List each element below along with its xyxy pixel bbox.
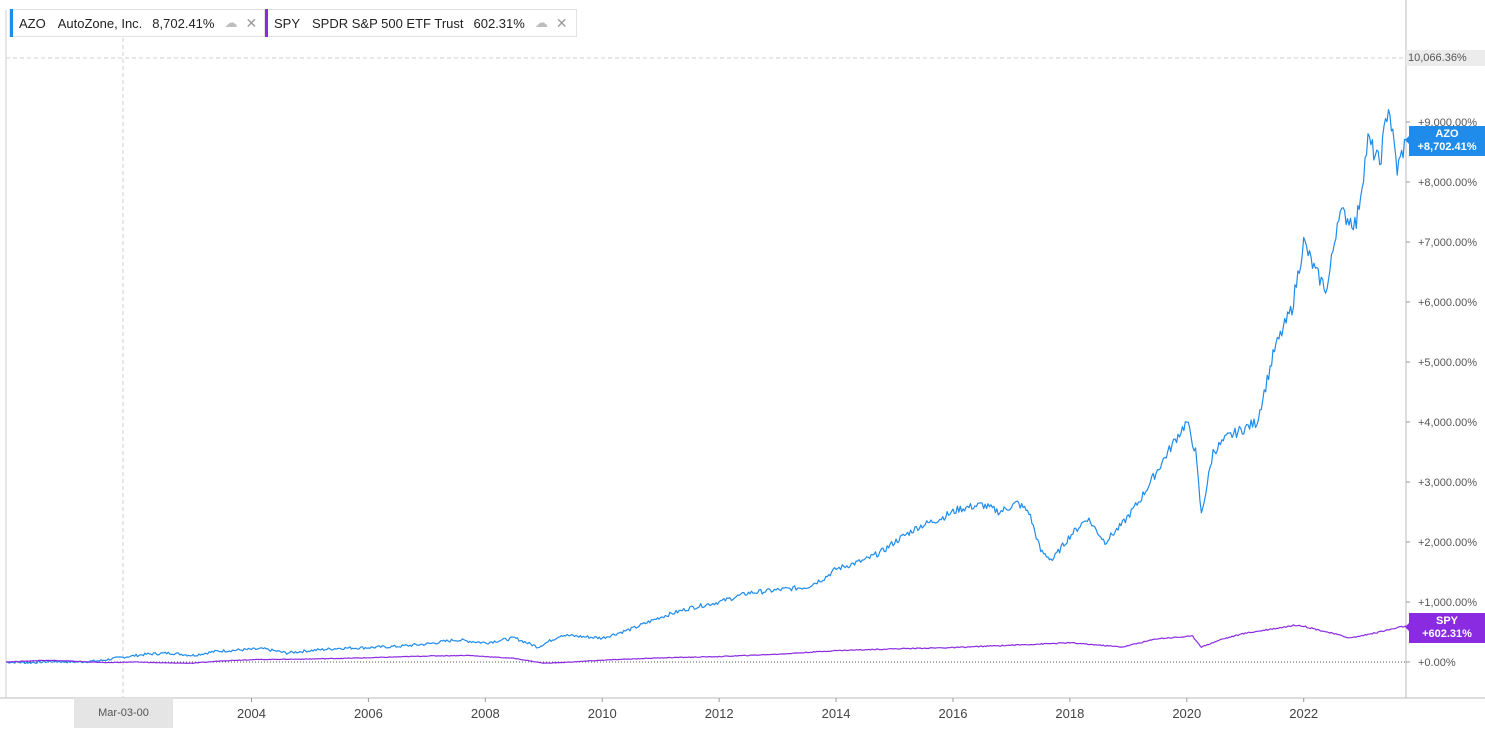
chart-series-layer xyxy=(5,108,1407,665)
x-tick-label: 2016 xyxy=(939,706,968,721)
y-tick-label: +7,000.00% xyxy=(1418,237,1477,249)
y-tick-label: +8,000.00% xyxy=(1418,177,1477,189)
y-tick-label: +4,000.00% xyxy=(1418,417,1477,429)
azo-tag-ticker: AZO xyxy=(1435,128,1459,140)
x-tick-label: 2012 xyxy=(705,706,734,721)
x-axis: 2002200420062008201020122014201620182020… xyxy=(120,698,1318,721)
legend-swatch-azo xyxy=(10,9,13,37)
y-tick-label: +1,000.00% xyxy=(1418,597,1477,609)
y-axis: +0.00% +1,000.00% +2,000.00% +3,000.00% +4,0… xyxy=(1406,117,1477,669)
legend-name: SPDR S&P 500 ETF Trust xyxy=(312,15,464,31)
spy-tag-pointer xyxy=(1405,623,1409,631)
y-tick-label: +3,000.00% xyxy=(1418,477,1477,489)
cloud-icon[interactable]: ☁ xyxy=(534,15,548,30)
crosshair-x-label: Mar-03-00 xyxy=(74,698,173,728)
legend-ticker: SPY xyxy=(274,15,301,31)
x-tick-label: 2018 xyxy=(1055,706,1084,721)
legend-name: AutoZone, Inc. xyxy=(57,15,143,31)
y-tick-label: +9,000.00% xyxy=(1418,117,1477,129)
crosshair-y-label: 10,066.36% xyxy=(1406,50,1485,66)
legend-value: 602.31% xyxy=(473,15,525,31)
x-tick-label: 2004 xyxy=(237,706,266,721)
cloud-icon[interactable]: ☁ xyxy=(224,15,238,30)
series-line-spy xyxy=(5,624,1407,665)
legend-swatch-spy xyxy=(265,9,268,37)
x-tick-label: 2010 xyxy=(588,706,617,721)
azo-tag-value: +8,702.41% xyxy=(1417,141,1477,153)
azo-tag-pointer xyxy=(1405,136,1409,144)
y-tick-label: +5,000.00% xyxy=(1418,357,1477,369)
x-tick-label: 2022 xyxy=(1289,706,1318,721)
spy-tag-value: +602.31% xyxy=(1422,628,1472,640)
series-line-azo xyxy=(5,108,1407,665)
y-tick-label: +0.00% xyxy=(1418,657,1456,669)
x-tick-label: 2020 xyxy=(1172,706,1201,721)
legend-ticker: AZO xyxy=(19,15,46,31)
x-tick-label: 2006 xyxy=(354,706,383,721)
legend-item-azo[interactable]: AZO AutoZone, Inc. 8,702.41% ☁ ✕ xyxy=(9,9,267,37)
y-tick-label: +2,000.00% xyxy=(1418,537,1477,549)
x-tick-label: 2008 xyxy=(471,706,500,721)
spy-tag-ticker: SPY xyxy=(1435,615,1458,627)
spy-value-tag: SPY +602.31% xyxy=(1409,613,1485,643)
legend-value: 8,702.41% xyxy=(152,15,215,31)
chart-grid xyxy=(0,0,1485,699)
legend-item-spy[interactable]: SPY SPDR S&P 500 ETF Trust 602.31% ☁ ✕ xyxy=(264,9,577,37)
x-tick-label: 2014 xyxy=(822,706,851,721)
close-icon[interactable]: ✕ xyxy=(555,14,568,31)
y-tick-label: +6,000.00% xyxy=(1418,297,1477,309)
azo-value-tag: AZO +8,702.41% xyxy=(1409,126,1485,156)
close-icon[interactable]: ✕ xyxy=(245,14,258,31)
